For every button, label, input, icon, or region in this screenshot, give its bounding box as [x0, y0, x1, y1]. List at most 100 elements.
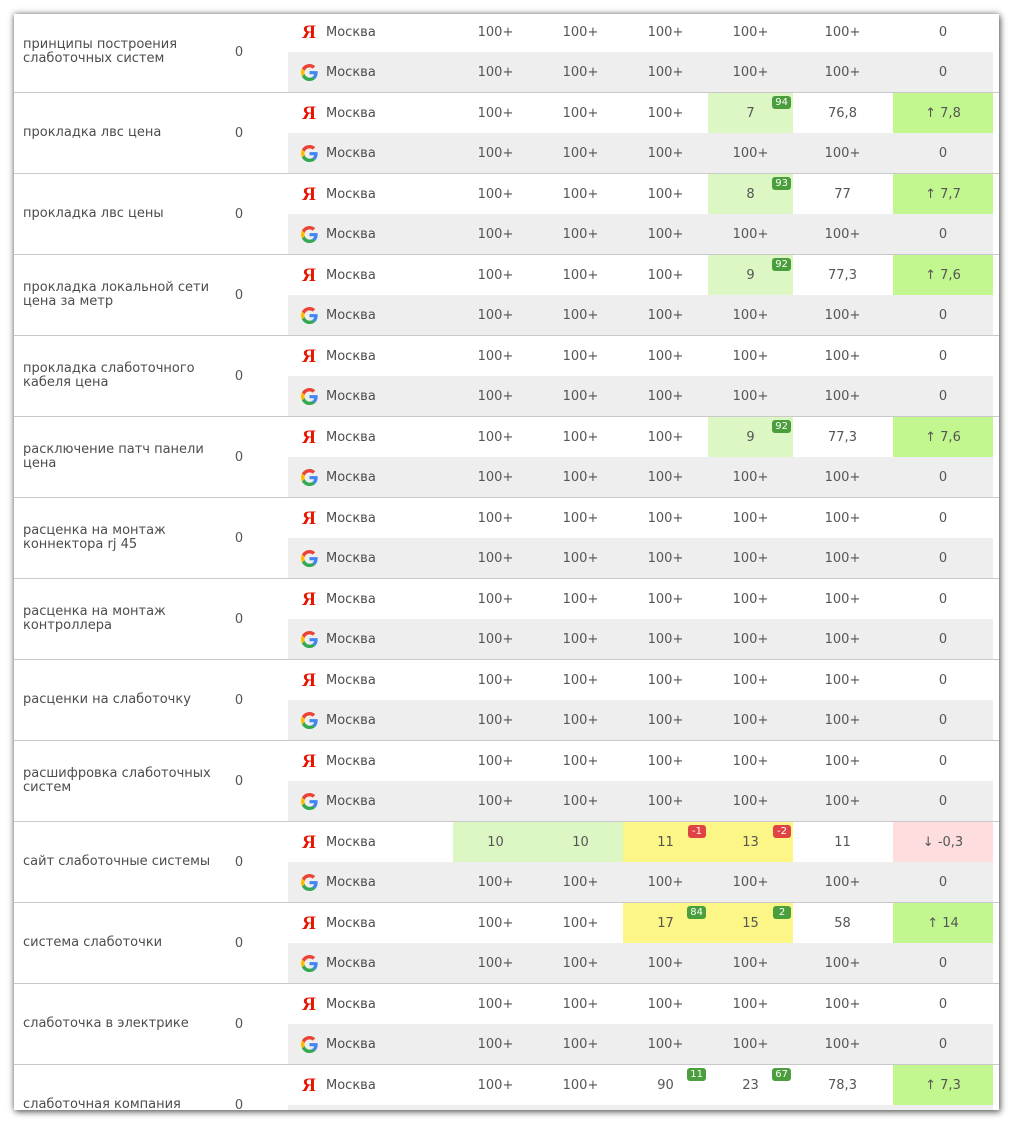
position-value: 100+	[477, 388, 514, 404]
position-value: 100+	[824, 591, 861, 607]
yandex-glyph: Я	[302, 21, 316, 43]
position-value: 100+	[647, 429, 684, 445]
position-value: 100+	[647, 145, 684, 161]
position-value: 100+	[732, 753, 769, 769]
yandex-engine-row: Я Москва 100+ 100+ 100+ 8 93 77 ↑ 7,7	[288, 174, 993, 214]
region-label: Москва	[326, 429, 376, 445]
position-cell: 100+	[538, 943, 623, 983]
position-value: 100+	[477, 226, 514, 242]
position-change-cell: 0	[893, 295, 993, 335]
keyword-text: сайт слаботочные системы	[23, 854, 211, 869]
yandex-engine-row: Я Москва 100+ 100+ 100+ 100+ 100+ 0	[288, 741, 993, 781]
position-value: 100+	[647, 874, 684, 890]
position-cell: 100+	[708, 336, 793, 376]
position-value: 0	[938, 1036, 948, 1052]
position-cell: 100+	[623, 862, 708, 902]
position-cell: 100+	[538, 538, 623, 578]
position-cell: 100+	[538, 660, 623, 700]
yandex-engine-row: Я Москва 100+ 100+ 100+ 100+ 100+ 0	[288, 336, 993, 376]
google-engine-row: Москва 100+ 100+ 100+ 100+ 100+ 0	[288, 538, 993, 578]
position-change-cell: 0	[893, 376, 993, 416]
keyword-text: прокладка лвс цена	[23, 125, 162, 140]
position-value: 11	[834, 834, 851, 850]
position-change-cell: ↑ 7,6	[893, 255, 993, 295]
position-cell: 100+	[453, 214, 538, 254]
average-position-cell: 100+	[800, 579, 885, 619]
position-value: 100+	[824, 672, 861, 688]
position-value: 100+	[647, 388, 684, 404]
position-value: 0	[938, 591, 948, 607]
position-cell: 100+	[708, 862, 793, 902]
position-value: 8	[746, 186, 755, 202]
keyword-frequency: 0	[234, 1097, 244, 1111]
position-value: 100+	[824, 1036, 861, 1052]
google-icon	[298, 1024, 320, 1064]
position-change-cell: ↓ -0,3	[893, 822, 993, 862]
position-value: 100+	[477, 186, 514, 202]
position-value: 100+	[562, 793, 599, 809]
yandex-icon: Я	[298, 984, 320, 1024]
yandex-glyph: Я	[302, 102, 316, 124]
position-change-cell: ↑ 7,6	[893, 417, 993, 457]
position-value: 10	[487, 834, 504, 850]
position-value: ↑ 7,6	[925, 267, 961, 283]
position-value: 100+	[732, 145, 769, 161]
position-value: 100+	[647, 955, 684, 971]
keyword-text: принципы построения слаботочных систем	[23, 37, 178, 66]
position-cell: 100+	[623, 336, 708, 376]
yandex-icon: Я	[298, 174, 320, 214]
position-value: 100+	[732, 793, 769, 809]
keyword-frequency: 0	[234, 530, 244, 546]
yandex-icon: Я	[298, 903, 320, 943]
positions-table: принципы построения слаботочных систем 0 Я…	[14, 14, 999, 1110]
position-value: 100+	[647, 712, 684, 728]
position-value: 100+	[562, 1077, 599, 1093]
yandex-icon: Я	[298, 498, 320, 538]
position-change-cell: 0	[893, 619, 993, 659]
position-value: 77,3	[828, 429, 857, 445]
position-cell: 100+	[538, 903, 623, 943]
position-value: 76,8	[828, 105, 857, 121]
yandex-engine-row: Я Москва 100+ 100+ 100+ 100+ 100+ 0	[288, 14, 993, 52]
position-cell: 100+	[623, 133, 708, 173]
region-label: Москва	[326, 753, 376, 769]
yandex-glyph: Я	[302, 264, 316, 286]
position-cell: 100+	[708, 1024, 793, 1064]
position-value: 0	[938, 24, 948, 40]
position-change-cell: 0	[893, 14, 993, 52]
position-cell: 100+	[708, 781, 793, 821]
yandex-engine-row: Я Москва 100+ 100+ 90 11 23 67 78,3 ↑ 7,3	[288, 1065, 993, 1105]
position-cell: 100+	[708, 376, 793, 416]
yandex-icon: Я	[298, 255, 320, 295]
position-cell: 17 84	[623, 903, 708, 943]
yandex-glyph: Я	[302, 750, 316, 772]
position-value: 0	[938, 753, 948, 769]
region-label: Москва	[326, 915, 376, 931]
position-value: 23	[742, 1077, 759, 1093]
position-value: 100+	[477, 24, 514, 40]
position-cell: 100+	[538, 214, 623, 254]
position-value: 100+	[477, 915, 514, 931]
position-cell: 100+	[538, 457, 623, 497]
average-position-cell: 100+	[800, 1105, 885, 1110]
google-icon	[298, 1105, 320, 1110]
position-cell: 15 2	[708, 903, 793, 943]
position-change-cell: 0	[893, 52, 993, 92]
position-value: 0	[938, 672, 948, 688]
region-label: Москва	[326, 1077, 376, 1093]
region-label: Москва	[326, 874, 376, 890]
position-value: 100+	[647, 1036, 684, 1052]
position-cell: 100+	[538, 376, 623, 416]
position-change-cell: 0	[893, 943, 993, 983]
average-position-cell: 100+	[800, 781, 885, 821]
position-change-cell: 0	[893, 336, 993, 376]
yandex-icon: Я	[298, 741, 320, 781]
position-value: ↓ -0,3	[922, 834, 964, 850]
position-change-cell: 0	[893, 579, 993, 619]
region-label: Москва	[326, 226, 376, 242]
position-rise-badge: 2	[773, 906, 791, 919]
keyword-group: прокладка локальной сети цена за метр 0 Я М…	[14, 255, 999, 336]
position-value: 100+	[562, 145, 599, 161]
average-position-cell: 100+	[800, 498, 885, 538]
position-change-cell: 0	[893, 781, 993, 821]
